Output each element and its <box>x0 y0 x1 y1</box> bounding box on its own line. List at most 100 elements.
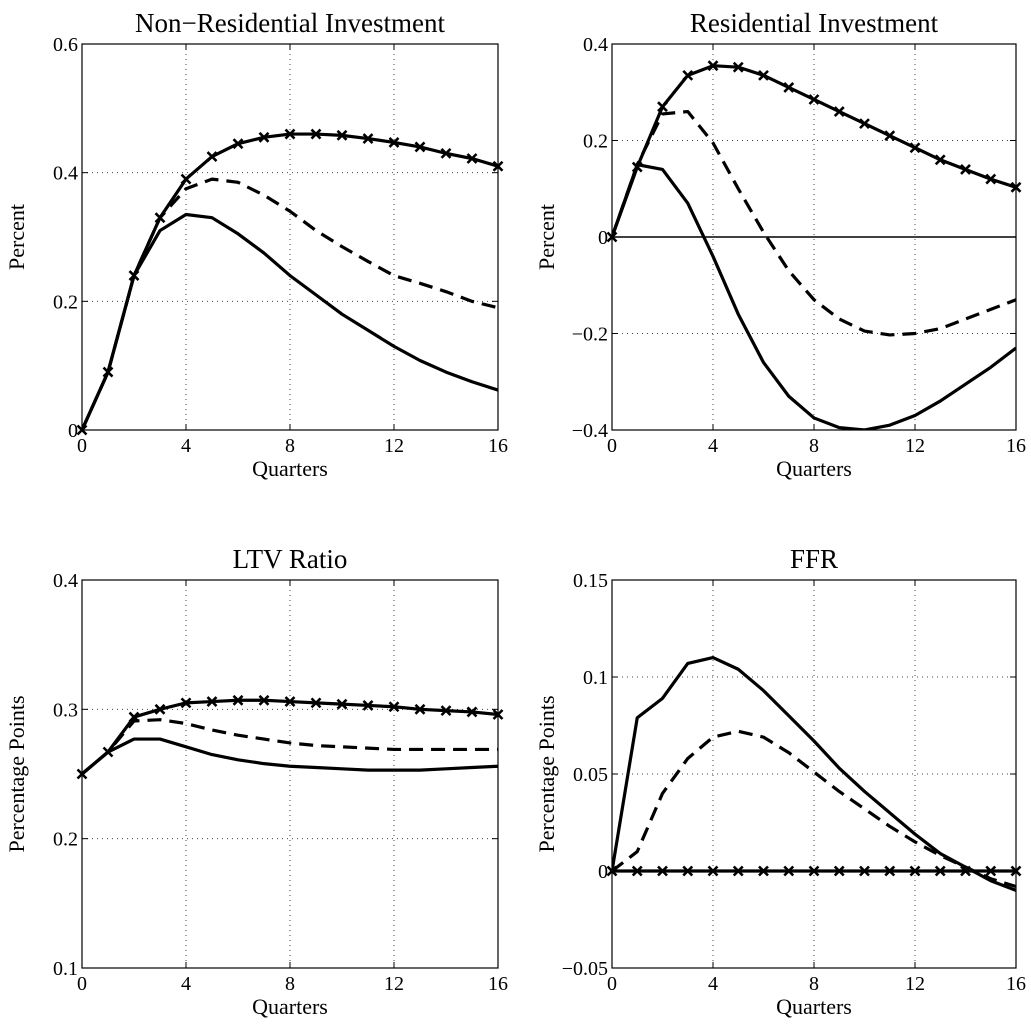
series-marker <box>859 865 870 877</box>
subplot-title: Non−Residential Investment <box>135 8 445 38</box>
series-marker <box>758 69 769 81</box>
series-marker <box>631 161 643 173</box>
series-marker <box>76 424 88 436</box>
series-marker <box>154 703 166 715</box>
y-tick-label: −0.2 <box>572 324 608 346</box>
axes-box <box>81 579 499 969</box>
series-marker <box>440 147 452 159</box>
subplot-title: FFR <box>790 544 838 574</box>
series-marker <box>985 173 997 185</box>
x-axis-label: Quarters <box>776 456 852 481</box>
series-marker <box>466 153 478 164</box>
series-marker <box>102 746 114 758</box>
series-marker <box>909 142 921 154</box>
series-marker <box>206 696 218 707</box>
y-tick-label: 0.6 <box>53 34 78 56</box>
y-tick-label: 0.05 <box>573 764 608 786</box>
y-tick-label: 0.4 <box>53 570 78 592</box>
y-tick-label: 0.3 <box>53 699 78 721</box>
series-marker <box>1010 181 1022 193</box>
series-marker <box>336 698 348 710</box>
x-tick-label: 8 <box>285 435 295 457</box>
y-tick-label: −0.4 <box>572 420 608 442</box>
series-marker <box>606 231 618 243</box>
series-marker <box>833 865 845 877</box>
series-marker <box>707 865 719 877</box>
y-tick-label: 0.1 <box>53 958 78 980</box>
y-axis-label: Percent <box>534 204 559 270</box>
series-line-dashed <box>82 177 498 430</box>
y-tick-label: 0 <box>68 420 78 442</box>
subplot-title: LTV Ratio <box>233 544 348 574</box>
series-line-solid <box>82 737 498 776</box>
axes-box <box>81 43 499 431</box>
series-marker <box>985 865 997 877</box>
y-tick-label: 0.2 <box>53 291 78 313</box>
x-tick-label: 0 <box>607 435 617 457</box>
series-marker <box>206 151 218 163</box>
y-tick-label: 0 <box>598 227 608 249</box>
series-marker <box>466 706 478 718</box>
series-marker <box>414 703 426 715</box>
series-marker <box>310 697 322 709</box>
series-marker <box>783 82 795 93</box>
series-marker <box>758 865 769 877</box>
y-tick-label: 0.2 <box>583 131 608 153</box>
series-marker <box>833 106 845 117</box>
y-tick-label: 0.4 <box>53 163 78 185</box>
x-tick-label: 4 <box>181 973 191 995</box>
series-line-solid <box>612 163 1016 430</box>
series-marker <box>128 270 140 282</box>
series-marker <box>180 697 192 709</box>
x-tick-label: 16 <box>488 435 508 457</box>
x-tick-label: 16 <box>1006 973 1026 995</box>
series-marker <box>102 366 114 378</box>
x-tick-label: 8 <box>809 435 819 457</box>
series-marker <box>808 94 820 105</box>
x-tick-label: 16 <box>488 973 508 995</box>
x-tick-label: 0 <box>77 973 87 995</box>
series-marker <box>362 133 374 144</box>
series-line-dashed <box>82 718 498 776</box>
y-axis-label: Percentage Points <box>4 695 29 852</box>
series-line-solid-x <box>82 132 498 430</box>
x-tick-label: 8 <box>809 973 819 995</box>
series-marker <box>657 101 668 113</box>
series-marker <box>682 69 694 81</box>
series-marker <box>76 768 88 780</box>
series-marker <box>492 709 504 720</box>
y-tick-label: 0.15 <box>573 570 608 592</box>
series-line-solid <box>82 212 498 430</box>
y-axis-label: Percentage Points <box>534 695 559 852</box>
x-axis-label: Quarters <box>252 994 328 1019</box>
x-tick-label: 12 <box>905 973 925 995</box>
series-marker <box>336 129 348 141</box>
series-line-solid-x <box>82 698 498 776</box>
subplot-title: Residential Investment <box>690 8 939 38</box>
x-tick-label: 4 <box>181 435 191 457</box>
series-marker <box>934 154 946 166</box>
series-marker <box>707 60 719 72</box>
subplot-4: 0 4 8 12 16−0.0500.050.10.15FFRQuartersPerce… <box>534 544 1026 1019</box>
series-marker <box>414 141 426 153</box>
x-tick-label: 4 <box>708 973 718 995</box>
series-marker <box>884 865 896 877</box>
series-marker <box>492 160 504 172</box>
x-tick-label: 12 <box>384 435 404 457</box>
x-tick-label: 12 <box>905 435 925 457</box>
series-marker <box>657 865 668 877</box>
series-line-solid <box>612 655 1016 892</box>
x-tick-label: 0 <box>77 435 87 457</box>
series-marker <box>440 705 452 717</box>
y-tick-label: 0.2 <box>53 829 78 851</box>
x-axis-label: Quarters <box>252 456 328 481</box>
subplot-3: 0 4 8 12 16 0.1 0.2 0.3 0.4 LTV Ratio Quarters Perc… <box>4 544 508 1019</box>
series-marker <box>960 164 971 175</box>
x-tick-label: 16 <box>1006 435 1026 457</box>
series-marker <box>154 212 166 224</box>
y-tick-label: 0.1 <box>583 667 608 689</box>
series-marker <box>631 865 643 877</box>
series-line-dashed <box>612 109 1016 337</box>
series-marker <box>258 694 270 706</box>
series-marker <box>180 173 192 185</box>
